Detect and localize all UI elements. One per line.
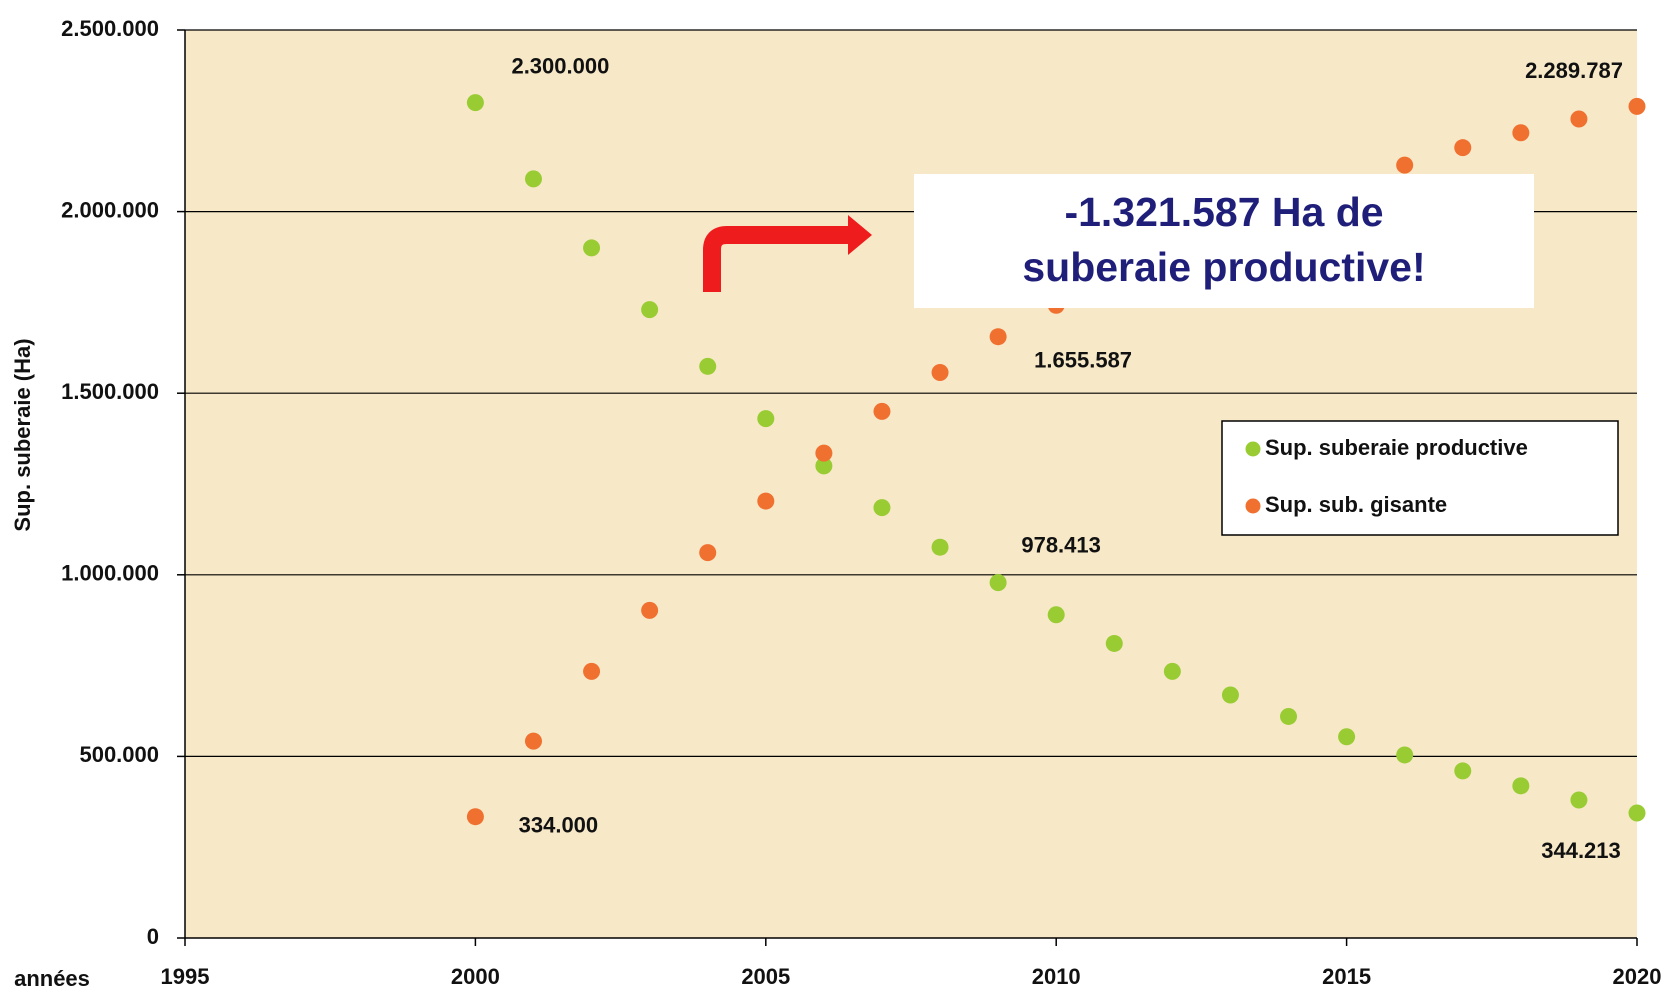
point	[1628, 804, 1646, 822]
x-tick-label: 2000	[451, 964, 500, 989]
arrow-head	[848, 215, 872, 255]
point	[815, 444, 833, 462]
point	[583, 239, 601, 257]
point	[1396, 156, 1414, 174]
point	[1512, 777, 1530, 795]
y-tick-label: 1.000.000	[61, 561, 159, 586]
point	[699, 544, 717, 562]
data-label: 344.213	[1541, 838, 1621, 863]
legend-label: Sup. sub. gisante	[1265, 492, 1447, 517]
annotation-box	[914, 174, 1534, 308]
data-label: 1.655.587	[1034, 348, 1132, 373]
legend-label: Sup. suberaie productive	[1265, 435, 1528, 460]
x-tick-label: 2005	[741, 964, 790, 989]
point	[641, 301, 659, 319]
annotation: suberaie productive!	[1022, 244, 1425, 290]
point	[1570, 110, 1588, 128]
x-tick-label: 2020	[1613, 964, 1662, 989]
annotation: -1.321.587 Ha de	[1064, 189, 1383, 235]
x-tick-label: 2015	[1322, 964, 1371, 989]
point	[989, 574, 1007, 592]
point	[1396, 746, 1414, 764]
x-tick-label: 1995	[161, 964, 210, 989]
point	[1105, 634, 1123, 652]
point	[641, 601, 659, 619]
point	[931, 363, 949, 381]
point	[466, 808, 484, 826]
point	[1221, 686, 1239, 704]
legend-marker	[1245, 441, 1261, 457]
point	[1628, 97, 1646, 115]
y-axis-label: Sup. suberaie (Ha)	[10, 338, 35, 531]
point	[1454, 762, 1472, 780]
point	[757, 492, 775, 510]
point	[1280, 707, 1298, 725]
legend-marker	[1245, 498, 1261, 514]
point	[583, 662, 601, 680]
point	[699, 357, 717, 375]
data-label: 334.000	[519, 813, 599, 838]
point	[1454, 139, 1472, 157]
data-label: 978.413	[1021, 532, 1101, 557]
y-tick-label: 1.500.000	[61, 379, 159, 404]
point	[1570, 791, 1588, 809]
point	[1047, 606, 1065, 624]
arrow	[703, 226, 850, 292]
point	[1512, 124, 1530, 142]
data-label: 2.289.787	[1525, 58, 1623, 83]
point	[873, 499, 891, 517]
y-tick-label: 0	[147, 924, 159, 949]
point	[757, 410, 775, 428]
point	[989, 328, 1007, 346]
point	[524, 170, 542, 188]
y-tick-label: 2.000.000	[61, 197, 159, 222]
point	[466, 94, 484, 112]
y-tick-label: 500.000	[79, 742, 159, 767]
point	[873, 402, 891, 420]
point	[815, 457, 833, 475]
legend	[1221, 420, 1619, 536]
y-tick-label: 2.500.000	[61, 16, 159, 41]
x-tick-label: 2010	[1032, 964, 1081, 989]
data-label: 2.300.000	[511, 53, 609, 78]
point	[1163, 662, 1181, 680]
x-axis-label: années	[14, 966, 90, 991]
point	[1338, 728, 1356, 746]
point	[524, 732, 542, 750]
point	[931, 538, 949, 556]
